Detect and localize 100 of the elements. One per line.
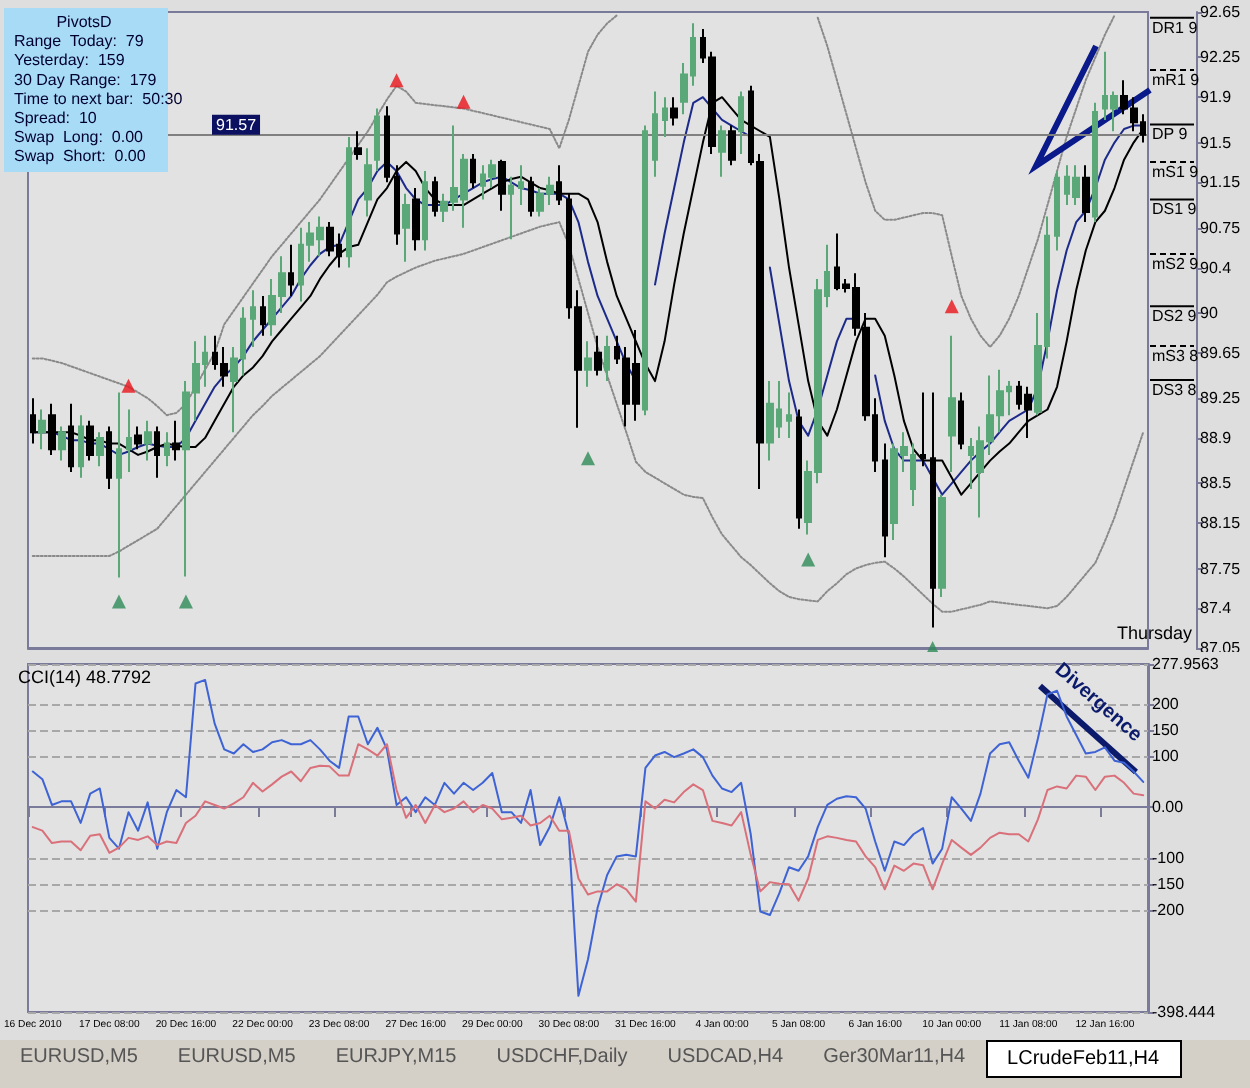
candlestick	[518, 164, 524, 207]
candlestick	[38, 408, 46, 451]
y-tick-label: 87.4	[1200, 599, 1233, 618]
candlestick	[1072, 164, 1080, 207]
text: EURJPY,M15	[333, 1044, 459, 1072]
candlestick	[604, 334, 610, 383]
annotation: Time to next bar: 50:30	[14, 89, 184, 108]
candlestick	[498, 158, 506, 212]
candlestick	[164, 431, 170, 468]
chart-title: CCI(14) 48.7792	[18, 667, 152, 687]
ref-line-label: mS2 9	[1152, 254, 1200, 273]
ref-line-label: DR1 9	[1152, 18, 1199, 37]
y-tick-label: 277.9563	[1152, 655, 1220, 673]
y-tick-label: 91.9	[1200, 88, 1233, 107]
text: LCrudeFeb11,H4	[985, 1040, 1182, 1078]
candlestick	[144, 419, 152, 462]
candlestick	[556, 164, 562, 207]
text: USDCHF,Daily	[494, 1044, 630, 1072]
candlestick	[134, 425, 142, 451]
y-tick-label: 90.75	[1200, 218, 1242, 237]
y-tick-label: 91.15	[1200, 173, 1242, 192]
candlestick	[766, 380, 774, 462]
candlestick	[288, 243, 294, 297]
point	[581, 451, 595, 466]
y-tick-label: 91.5	[1200, 133, 1233, 152]
ref-line-label: mS1 9	[1152, 162, 1200, 181]
candlestick	[1092, 101, 1098, 224]
candlestick	[508, 175, 514, 241]
candlestick	[106, 425, 112, 490]
ref-line-label: DP 9	[1152, 125, 1189, 144]
candlestick	[662, 96, 668, 138]
annotation: Swap Long: 0.00	[14, 128, 145, 147]
candlestick	[786, 391, 792, 439]
candlestick	[728, 124, 736, 167]
y-tick-label: 0.00	[1152, 798, 1185, 817]
point	[944, 299, 959, 314]
y-tick-label: -398.444	[1152, 1003, 1217, 1021]
candlestick	[364, 147, 372, 218]
candlestick	[1024, 385, 1032, 439]
candlestick	[718, 124, 726, 178]
candlestick	[470, 152, 476, 190]
candlestick	[642, 124, 648, 417]
candlestick	[594, 334, 602, 377]
line-series	[31, 221, 1145, 613]
candlestick	[58, 425, 66, 462]
y-tick-label: -200	[1152, 900, 1186, 919]
candlestick	[920, 391, 926, 468]
candlestick	[1082, 164, 1090, 224]
annotation: PivotsD	[56, 13, 113, 31]
candlestick	[432, 175, 438, 218]
candlestick	[96, 431, 104, 468]
ref-line-label: DS2 9	[1152, 307, 1198, 326]
candlestick	[422, 170, 428, 252]
candlestick	[394, 164, 400, 246]
candlestick	[958, 391, 964, 451]
candlestick	[154, 425, 160, 479]
candlestick	[652, 90, 658, 178]
annotation: 30 Day Range: 179	[14, 70, 158, 89]
y-tick-label: 89.65	[1200, 343, 1242, 362]
candlestick	[250, 289, 256, 349]
candlestick	[86, 419, 94, 462]
y-tick-label: -100	[1152, 849, 1186, 868]
y-tick-label: 87.75	[1200, 559, 1242, 578]
point	[456, 94, 471, 109]
candlestick	[78, 414, 84, 479]
y-tick-label: 88.5	[1200, 474, 1233, 493]
y-tick-label: 150	[1152, 720, 1180, 739]
candlestick	[412, 187, 420, 252]
candlestick	[670, 96, 678, 127]
candlestick	[938, 493, 946, 598]
candlestick	[1054, 170, 1060, 252]
candlestick	[116, 391, 122, 579]
ref-line-label: mS3 8	[1152, 346, 1200, 365]
y-tick-label: 92.65	[1200, 3, 1242, 21]
candlestick	[126, 408, 132, 473]
ref-line-label: mR1 9	[1152, 70, 1201, 89]
candlestick	[528, 175, 534, 218]
candlestick	[172, 419, 180, 462]
candlestick	[738, 90, 744, 155]
y-tick-label: 200	[1152, 695, 1180, 714]
y-tick-label: 88.9	[1200, 428, 1233, 447]
candlestick	[354, 130, 362, 161]
y-tick-label: 90.4	[1200, 258, 1233, 277]
candlestick	[346, 135, 352, 269]
y-tick-label: 100	[1152, 746, 1180, 765]
point	[801, 552, 816, 567]
text: Ger30Mar11,H4	[821, 1044, 968, 1072]
candlestick	[882, 442, 888, 559]
candlestick	[584, 340, 592, 388]
y-tick-label: 92.25	[1200, 48, 1242, 67]
candlestick	[68, 402, 74, 473]
annotation: Spread: 10	[14, 109, 98, 127]
annotation: Range Today: 79	[14, 32, 145, 51]
candlestick	[402, 192, 410, 263]
annotation: Thursday	[1116, 623, 1193, 643]
text: EURUSD,M5	[175, 1044, 298, 1072]
candlestick	[260, 294, 266, 337]
text: EURUSD,M5	[18, 1044, 140, 1072]
candlestick	[796, 408, 802, 530]
y-tick-label: 88.15	[1200, 514, 1242, 533]
